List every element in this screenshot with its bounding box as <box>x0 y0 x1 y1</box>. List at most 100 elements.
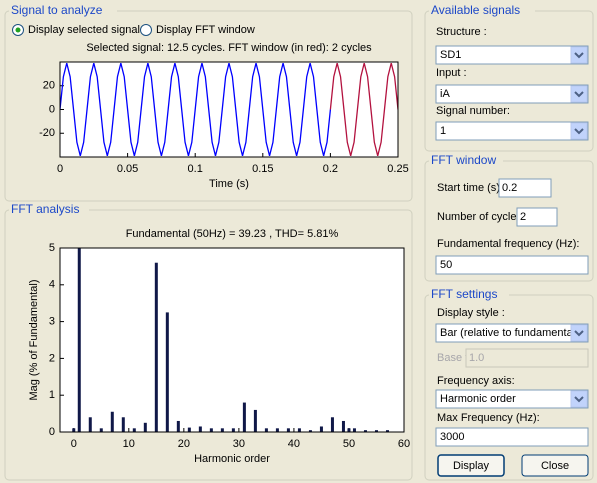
group-box <box>424 294 594 481</box>
group-box <box>4 209 413 481</box>
button[interactable] <box>521 454 589 477</box>
bar <box>363 430 367 432</box>
y-tick-label: 4 <box>49 279 55 291</box>
dropdown[interactable] <box>435 45 589 65</box>
text-input <box>465 348 589 368</box>
dropdown[interactable] <box>435 389 589 409</box>
bar <box>264 428 268 432</box>
button[interactable] <box>437 454 505 477</box>
bar <box>176 420 180 432</box>
radio-label[interactable]: Display selected signal <box>28 24 140 36</box>
group-box <box>424 160 594 282</box>
text-input[interactable] <box>435 427 589 447</box>
x-tick-label: 0.25 <box>387 163 408 175</box>
plot-content <box>60 63 398 156</box>
dropdown-arrow-button <box>570 390 588 408</box>
bar <box>253 409 257 432</box>
button-label: Close <box>541 460 569 472</box>
bar <box>220 428 224 432</box>
x-axis-label: Time (s) <box>209 178 249 190</box>
group-title: FFT analysis <box>11 202 79 216</box>
bar <box>347 428 351 432</box>
signal-line <box>60 63 332 156</box>
signal-line <box>329 63 398 156</box>
bar <box>72 428 76 432</box>
x-tick-label: 60 <box>398 438 410 450</box>
y-tick-label: 0 <box>49 426 55 438</box>
x-tick-label: 0.1 <box>188 163 203 175</box>
y-tick-label: -20 <box>39 127 55 139</box>
input-value: 50 <box>440 259 452 271</box>
group-title-bg <box>429 4 535 18</box>
dropdown-value: 1 <box>440 125 446 137</box>
text-input[interactable] <box>516 207 558 227</box>
group-title-bg <box>9 203 89 217</box>
bar <box>99 428 103 432</box>
chart-title: Fundamental (50Hz) = 39.23 , THD= 5.81% <box>126 228 339 240</box>
bar <box>341 420 345 432</box>
dropdown-value: Harmonic order <box>440 393 516 405</box>
bar <box>231 428 235 432</box>
dropdown[interactable] <box>435 121 589 141</box>
bar <box>132 428 136 432</box>
text-input[interactable] <box>435 255 589 275</box>
group-title: FFT settings <box>431 287 497 301</box>
input-value: 3000 <box>440 431 464 443</box>
x-tick-label: 0 <box>71 438 77 450</box>
group-title: Available signals <box>431 3 520 17</box>
bar <box>275 428 279 432</box>
bar <box>154 262 158 432</box>
x-tick-label: 30 <box>233 438 245 450</box>
input-value: 0.2 <box>502 182 517 194</box>
bar <box>319 426 323 432</box>
x-tick-label: 50 <box>343 438 355 450</box>
dropdown-arrow <box>574 128 584 135</box>
bar <box>198 426 202 432</box>
y-tick-label: 20 <box>43 80 55 92</box>
group-box <box>4 10 413 202</box>
label: Fundamental frequency (Hz): <box>437 238 579 250</box>
dropdown-value: Bar (relative to fundamental) <box>440 327 579 339</box>
y-axis-label: Mag (% of Fundamental) <box>28 279 40 400</box>
x-tick-label: 0.05 <box>117 163 138 175</box>
dropdown-arrow <box>574 396 584 403</box>
button-label: Display <box>453 460 490 472</box>
label: Signal number: <box>436 105 510 117</box>
chart-title: Selected signal: 12.5 cycles. FFT window… <box>86 42 372 54</box>
input-value: 2 <box>520 211 526 223</box>
label: Input : <box>436 67 467 79</box>
bar <box>286 428 290 432</box>
text-input[interactable] <box>498 178 552 198</box>
bar <box>209 428 213 432</box>
plot-frame <box>59 61 399 158</box>
dropdown-arrow-button <box>570 122 588 140</box>
label: Max Frequency (Hz): <box>437 412 540 424</box>
dropdown-arrow-button <box>570 324 588 342</box>
radio-label[interactable]: Display FFT window <box>156 24 255 36</box>
group-title-bg <box>9 4 117 18</box>
dropdown[interactable] <box>435 84 589 104</box>
x-tick-label: 0.15 <box>252 163 273 175</box>
label: Display style : <box>437 307 505 319</box>
bar <box>143 422 147 432</box>
label: Structure : <box>436 26 487 38</box>
input-value: 1.0 <box>469 352 484 364</box>
x-tick-label: 10 <box>123 438 135 450</box>
bar <box>308 430 312 432</box>
dropdown[interactable] <box>435 323 589 343</box>
dropdown-arrow-button <box>570 85 588 103</box>
radio-dot <box>15 27 21 33</box>
plot-frame <box>59 247 405 433</box>
bar <box>297 428 301 432</box>
dropdown-arrow <box>574 52 584 59</box>
dropdown-value: SD1 <box>440 49 461 61</box>
dropdown-arrow-button <box>570 46 588 64</box>
y-tick-label: 2 <box>49 352 55 364</box>
y-tick-label: 3 <box>49 316 55 328</box>
bar <box>330 417 334 432</box>
plot-content <box>72 248 389 432</box>
radio[interactable] <box>140 24 152 36</box>
bar <box>352 428 356 432</box>
y-tick-label: 1 <box>49 389 55 401</box>
